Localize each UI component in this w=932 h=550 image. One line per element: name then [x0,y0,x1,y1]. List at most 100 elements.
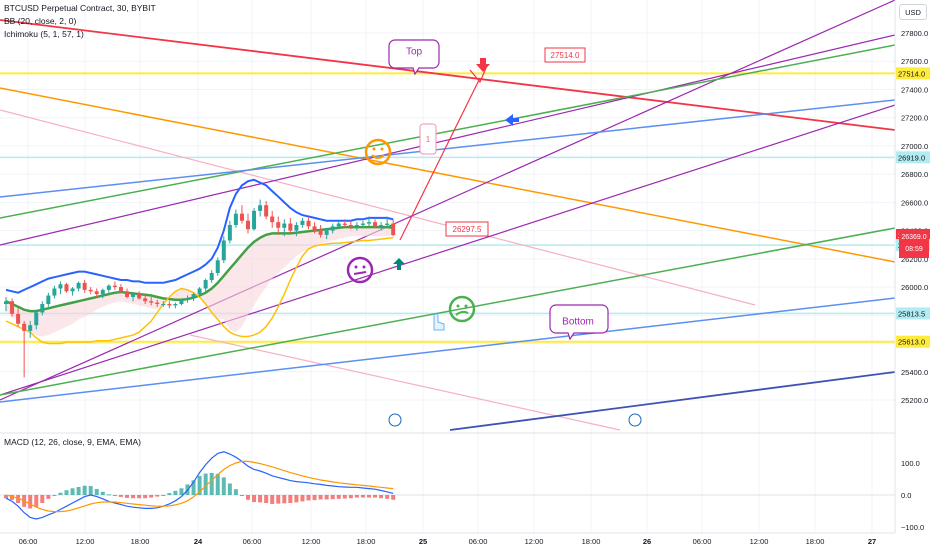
macd-histogram-bar [282,495,287,504]
macd-histogram-bar [300,495,305,502]
price-label-bg [896,67,930,80]
time-tick-label: 24 [194,537,203,546]
macd-histogram-bar [312,495,317,501]
candle-body [391,223,396,235]
macd-histogram-bar [294,495,299,503]
time-tick-label: 18:00 [582,537,601,546]
candle-body [167,304,172,306]
candle-body [52,288,57,296]
candle-body [82,282,87,290]
candle-body [385,223,390,225]
top-callout [388,39,440,76]
price-tick-label: 27400.0 [901,85,928,94]
neutral-face-icon-eye [354,265,358,269]
price-callout [445,221,489,237]
annotations[interactable]: Top 27514.0 26297.5 Bottom 1 [346,39,642,427]
candle-body [221,240,226,261]
candle-body [106,285,111,290]
time-tick-label: 27 [868,537,876,546]
bb-legend: BB (20, close, 2, 0) [4,16,77,26]
time-tick-label: 06:00 [19,537,38,546]
macd-histogram-bar [246,495,250,500]
macd-histogram-bar [143,495,148,499]
price-tick-label: 26800.0 [901,170,928,179]
macd-histogram-bar [167,493,172,495]
macd-histogram-bar [155,495,160,497]
macd-histogram-bar [76,487,81,495]
candle-body [318,230,323,235]
macd-histogram-bar [137,495,142,499]
candle-body [40,304,45,313]
candle-body [64,284,69,292]
price-callout [544,47,586,63]
macd-histogram-bar [264,495,269,503]
price-tick-label: 25400.0 [901,368,928,377]
neutral-face-icon-eye [362,265,366,269]
trend-line [0,104,896,396]
trend-line [189,334,621,431]
macd-histogram-bar [391,495,396,500]
chart-title: BTCUSD Perpetual Contract, 30, BYBIT [4,3,156,13]
trend-line [0,227,896,396]
neutral-face-icon [346,256,374,284]
candle-body [246,220,250,230]
macd-histogram-bar [16,495,21,503]
time-tick-label: 18:00 [131,537,150,546]
macd-tick-label: 100.0 [901,459,920,468]
cloud-fill [6,227,394,337]
price-tick-label: 26000.0 [901,283,928,292]
grid [0,0,895,533]
candle-body [367,222,371,224]
candle-body [28,325,33,331]
time-tick-label: 06:00 [693,537,712,546]
macd-pane [0,432,895,520]
price-tick-label: 27200.0 [901,114,928,123]
sad-face-icon-eye [456,304,460,308]
price-callout-label: 26297.5 [453,225,482,234]
candle-body [100,289,105,295]
candle-body [125,291,129,297]
smile-face-icon-eye [372,147,376,151]
trend-line [0,0,896,401]
macd-histogram-bar [342,495,347,499]
price-tick-label: 26600.0 [901,198,928,207]
trend-line [449,371,896,431]
macd-histogram-bar [270,495,275,504]
time-tick-label: 18:00 [806,537,825,546]
candle-body [16,313,21,324]
price-label: 27514.0 [898,69,925,78]
macd-histogram-bar [112,495,117,496]
candle-body [22,323,27,331]
candle-body [300,220,305,225]
trend-drawings[interactable] [0,0,896,431]
macd-histogram-bar [258,495,263,503]
macd-histogram-bar [360,495,365,498]
candle-body [239,213,244,221]
countdown-badge: 26369.0 08:59 [899,232,929,258]
candle-body [203,280,208,289]
price-label: 26919.0 [898,153,925,162]
macd-histogram-bar [239,495,244,496]
price-label-bg [896,151,930,164]
candle-body [227,224,232,241]
time-tick-label: 26 [643,537,651,546]
candles [4,199,396,378]
macd-histogram-bar [179,488,184,495]
note-label: 1 [426,135,431,144]
price-label-bg [896,335,930,348]
candle-body [112,285,117,288]
candle-body [379,224,384,227]
currency-button[interactable]: USD [899,4,927,20]
time-tick-label: 18:00 [357,537,376,546]
note-box [419,123,437,155]
price-axis-bg [895,0,932,550]
candle-body [233,213,238,225]
candle-body [373,222,378,227]
left-arrow-icon [505,114,519,126]
countdown-time: 08:59 [905,246,923,253]
macd-histogram-bar [336,495,341,499]
signal-line [5,460,394,513]
macd-histogram-bar [306,495,311,501]
macd-histogram-bar [191,480,196,495]
